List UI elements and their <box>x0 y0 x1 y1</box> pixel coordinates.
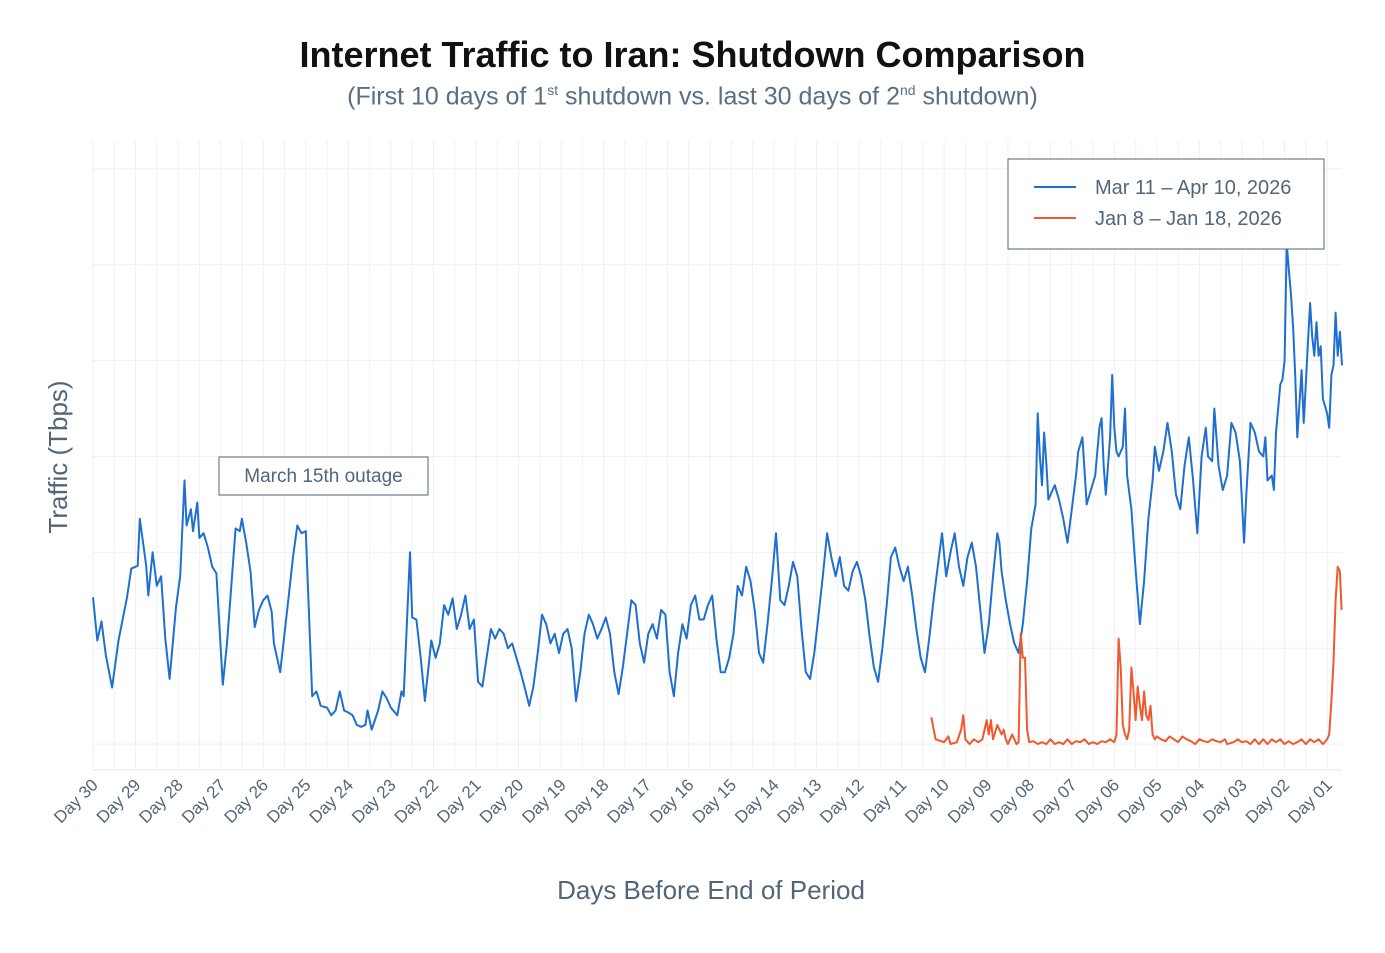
x-tick-label: Day 19 <box>518 775 570 827</box>
x-tick-label: Day 09 <box>944 775 996 827</box>
y-axis-title: Traffic (Tbps) <box>43 380 73 533</box>
x-tick-label: Day 29 <box>93 775 145 827</box>
x-tick-label: Day 15 <box>689 775 741 827</box>
x-tick-label: Day 14 <box>731 775 783 827</box>
legend-frame <box>1007 158 1325 250</box>
x-tick-label: Day 05 <box>1114 775 1166 827</box>
x-tick-label: Day 10 <box>901 775 953 827</box>
subtitle-middle: shutdown vs. last 30 days of 2 <box>558 82 900 111</box>
x-tick-label: Day 16 <box>646 775 698 827</box>
subtitle-sup-2: nd <box>899 82 916 98</box>
legend-label-mar-apr: Mar 11 – Apr 10, 2026 <box>1095 177 1291 199</box>
series-line-1 <box>930 565 1343 746</box>
chart-subtitle: (First 10 days of 1st shutdown vs. last … <box>0 82 1385 111</box>
annotation-box: March 15th outage <box>218 456 429 496</box>
x-tick-label: Day 21 <box>433 775 485 827</box>
chart-title: Internet Traffic to Iran: Shutdown Compa… <box>299 34 1086 75</box>
x-tick-label: Day 17 <box>603 775 655 827</box>
x-tick-label: Day 13 <box>774 775 826 827</box>
annotation-frame <box>218 456 429 496</box>
subtitle-prefix: (First 10 days of 1 <box>347 82 548 111</box>
x-tick-label: Day 25 <box>263 775 315 827</box>
x-tick-label: Day 01 <box>1284 775 1336 827</box>
x-tick-label: Day 26 <box>220 775 272 827</box>
x-tick-label: Day 11 <box>860 775 911 826</box>
legend: Mar 11 – Apr 10, 2026 Jan 8 – Jan 18, 20… <box>1007 158 1325 250</box>
subtitle-sup-1: st <box>547 82 559 98</box>
x-tick-label: Day 07 <box>1029 775 1081 827</box>
series-line-0 <box>92 242 1343 731</box>
annotation-text: March 15th outage <box>244 466 402 487</box>
x-axis-title: Days Before End of Period <box>557 875 865 905</box>
x-tick-label: Day 28 <box>135 775 187 827</box>
subtitle-suffix: shutdown) <box>915 82 1038 111</box>
x-tick-label: Day 06 <box>1072 775 1124 827</box>
series-lines <box>92 242 1343 746</box>
x-tick-label: Day 23 <box>348 775 400 827</box>
x-tick-label: Day 20 <box>476 775 528 827</box>
x-tick-label: Day 02 <box>1242 775 1294 827</box>
x-tick-label: Day 03 <box>1199 775 1251 827</box>
x-tick-label: Day 04 <box>1157 775 1209 827</box>
x-tick-label: Day 30 <box>50 775 102 827</box>
x-tick-label: Day 12 <box>816 775 868 827</box>
legend-label-jan: Jan 8 – Jan 18, 2026 <box>1095 208 1282 230</box>
x-tick-label: Day 22 <box>391 775 443 827</box>
x-tick-label: Day 24 <box>306 775 358 827</box>
x-tick-label: Day 08 <box>986 775 1038 827</box>
x-tick-label: Day 18 <box>561 775 613 827</box>
x-tick-label: Day 27 <box>178 775 230 827</box>
